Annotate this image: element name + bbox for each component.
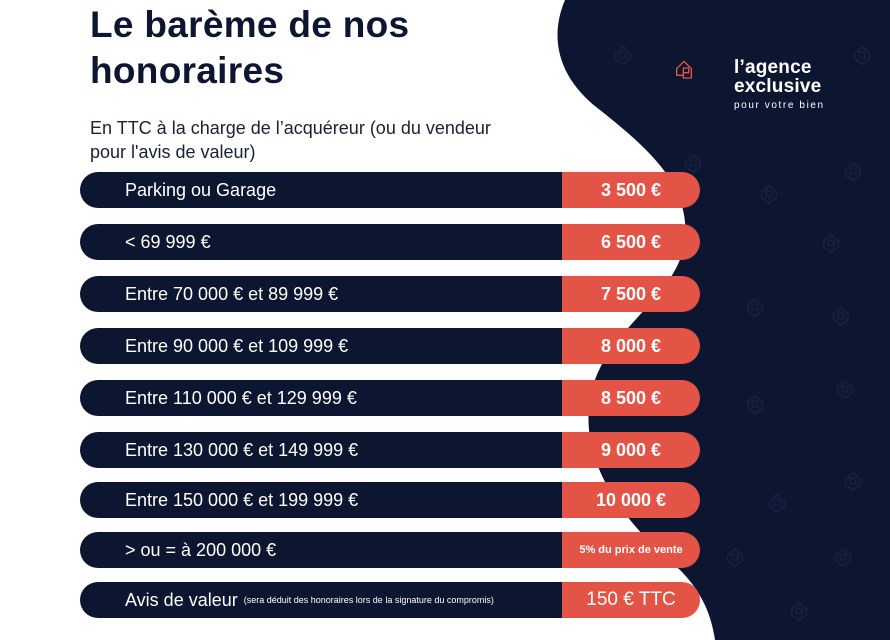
fee-row: < 69 999 € 6 500 € [80,224,700,260]
fee-price: 9 000 € [562,432,700,468]
house-pattern-icon [760,184,778,205]
page-title: Le barème de nos honoraires [90,2,409,94]
fee-label: Entre 150 000 € et 199 999 € [80,482,562,518]
fee-row: Parking ou Garage 3 500 € [80,172,700,208]
fee-label: Parking ou Garage [80,172,562,208]
fee-row: Entre 70 000 € et 89 999 € 7 500 € [80,276,700,312]
house-pattern-icon [768,493,786,514]
fee-label-text: Avis de valeur [125,589,238,610]
house-pattern-icon [684,153,702,174]
fee-price: 6 500 € [562,224,700,260]
house-pattern-icon [726,547,744,568]
title-line-1: Le barème de nos [90,4,410,45]
house-pattern-icon [614,45,632,66]
fee-row: Entre 110 000 € et 129 999 € 8 500 € [80,380,700,416]
fee-label: Entre 70 000 € et 89 999 € [80,276,562,312]
house-pattern-icon [844,161,862,182]
fee-label: < 69 999 € [80,224,562,260]
fee-price: 7 500 € [562,276,700,312]
title-line-2: honoraires [90,50,285,91]
logo-line-2: exclusive [734,76,822,97]
fee-row: Entre 90 000 € et 109 999 € 8 000 € [80,328,700,364]
house-pattern-icon [836,379,854,400]
fee-row: Entre 130 000 € et 149 999 € 9 000 € [80,432,700,468]
fee-row: Avis de valeur (sera déduit des honorair… [80,582,700,618]
fee-label: Avis de valeur (sera déduit des honorair… [80,582,562,618]
page-subtitle: En TTC à la charge de l’acquéreur (ou du… [90,118,491,162]
house-pattern-icon [746,394,764,415]
fee-row: > ou = à 200 000 € 5% du prix de vente [80,532,700,568]
fee-price: 5% du prix de vente [562,532,700,568]
fee-row: Entre 150 000 € et 199 999 € 10 000 € [80,482,700,518]
house-pattern-icon [844,471,862,492]
house-pattern-icon [746,297,764,318]
logo-line-1: l’agence [734,57,812,78]
fee-price: 8 000 € [562,328,700,364]
fee-label: > ou = à 200 000 € [80,532,562,568]
house-logo-icon [676,60,692,79]
house-pattern-icon [832,306,850,327]
fee-label: Entre 130 000 € et 149 999 € [80,432,562,468]
fee-price: 8 500 € [562,380,700,416]
logo-tagline: pour votre bien [734,100,825,111]
house-pattern-icon [834,547,852,568]
brand-logo: l’agence exclusive pour votre bien [734,58,825,111]
fee-label: Entre 110 000 € et 129 999 € [80,380,562,416]
fee-price: 10 000 € [562,482,700,518]
house-pattern-icon [822,233,840,254]
fee-price: 150 € TTC [562,582,700,618]
fee-note: (sera déduit des honoraires lors de la s… [243,595,494,605]
fee-label: Entre 90 000 € et 109 999 € [80,328,562,364]
fee-price: 3 500 € [562,172,700,208]
house-pattern-icon [790,601,808,622]
house-pattern-icon [853,45,871,66]
